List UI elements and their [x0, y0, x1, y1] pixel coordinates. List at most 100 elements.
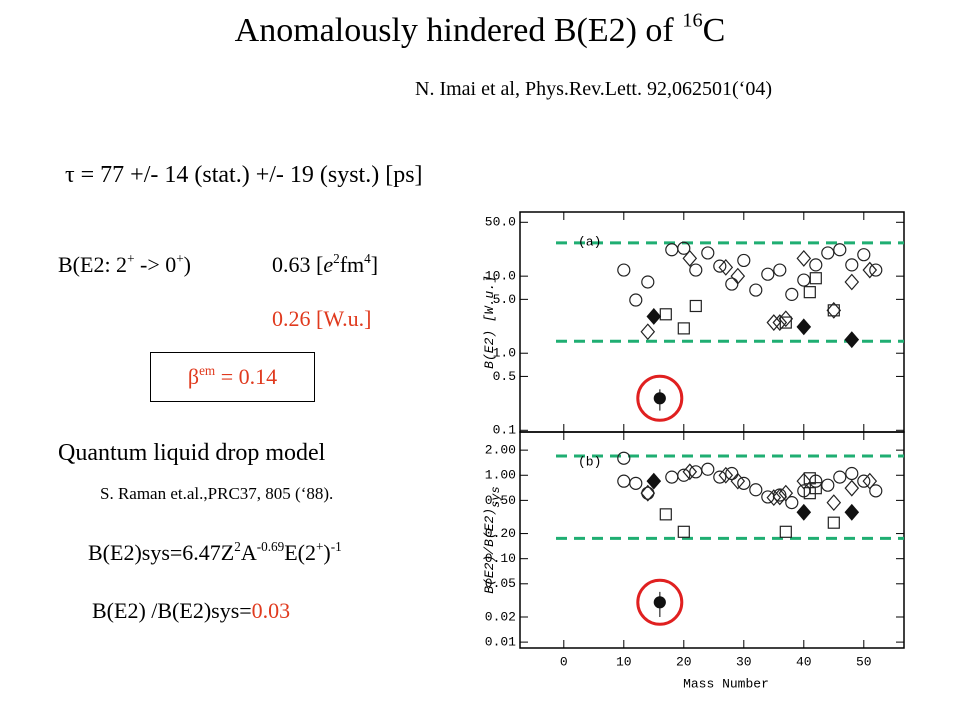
sup: +: [176, 250, 184, 266]
point: [640, 323, 656, 341]
lifetime: τ = 77 +/- 14 (stat.) +/- 19 (syst.) [ps…: [65, 162, 423, 188]
point: [730, 267, 746, 285]
point: [718, 258, 734, 276]
point: [826, 494, 842, 512]
point: [796, 318, 812, 336]
point: [701, 462, 715, 476]
y-tick-label: 0.10: [485, 551, 516, 566]
point: [797, 273, 811, 287]
title-text: C: [702, 12, 726, 49]
point: [827, 304, 840, 317]
y-label-sub: sys: [489, 486, 503, 508]
y-tick-label: 0.02: [485, 609, 516, 624]
point: [779, 525, 792, 538]
y-tick-label: 0.05: [485, 576, 516, 591]
point: [845, 258, 859, 272]
be2-wu: 0.26 [W.u.]: [272, 306, 372, 331]
point: [737, 253, 751, 268]
point: [869, 263, 883, 277]
point: [869, 484, 883, 498]
point: [646, 472, 662, 490]
y-axis-label: B(E2) [W.u.]: [482, 275, 497, 369]
point: [677, 468, 691, 482]
text: B(E2) /B(E2)sys=: [92, 598, 252, 623]
point: [772, 314, 788, 331]
text: E(2: [284, 540, 316, 565]
point: [772, 488, 788, 506]
point: [682, 463, 698, 481]
text: ): [323, 540, 331, 565]
point: [617, 451, 631, 465]
beta-box: βem = 0.14: [150, 352, 315, 402]
sup: em: [199, 362, 216, 378]
point: [629, 476, 643, 490]
slide-title: Anomalously hindered B(E2) of 16C: [0, 9, 960, 50]
model: Quantum liquid drop model: [58, 440, 326, 466]
highlight-ring: [636, 578, 684, 626]
point: [677, 241, 691, 255]
text: ]: [370, 252, 379, 277]
sup: -1: [330, 538, 342, 554]
point: [821, 478, 835, 492]
point: [641, 486, 655, 500]
point: [689, 299, 702, 313]
x-tick-label: 50: [856, 654, 872, 669]
point: [857, 474, 871, 488]
point: [796, 249, 812, 267]
y-tick-label: 0.01: [485, 635, 516, 650]
point: [845, 466, 859, 481]
y-label-text: B(E2)/B(E2): [482, 508, 497, 594]
be2-label: B(E2: 2+ -> 0+): [58, 252, 191, 278]
point: [761, 267, 775, 281]
point: [778, 310, 794, 328]
highlight-ring: [636, 374, 684, 422]
point: [718, 466, 734, 484]
panel-label: (a): [578, 234, 601, 249]
point: [646, 308, 662, 325]
x-tick-label: 10: [616, 654, 632, 669]
point: [796, 472, 812, 490]
point: [844, 479, 860, 497]
point: [766, 314, 782, 331]
point: [857, 248, 871, 262]
point: [617, 263, 631, 277]
sup: 2: [333, 250, 340, 266]
point: [844, 503, 860, 521]
reference: N. Imai et al, Phys.Rev.Lett. 92,062501(…: [415, 78, 772, 100]
point: [827, 516, 840, 529]
y-tick-label: 10.0: [485, 269, 516, 284]
text: A: [240, 540, 257, 565]
y-tick-label: 0.20: [485, 526, 516, 541]
point: [682, 249, 698, 267]
point: [785, 287, 799, 301]
sup: 2: [234, 538, 241, 554]
point: [749, 483, 763, 497]
sup: +: [315, 538, 324, 554]
point: [725, 277, 739, 291]
title-sup: 16: [682, 9, 703, 32]
point: [796, 503, 812, 521]
point: [659, 308, 672, 321]
text: = 0.14: [215, 364, 278, 389]
point: [701, 246, 715, 260]
point: [629, 293, 643, 307]
point: [803, 286, 816, 299]
point: [653, 596, 666, 609]
point: [713, 259, 727, 273]
point: [773, 263, 787, 277]
x-tick-label: 30: [736, 654, 752, 669]
text: B(E2)sys=6.47Z: [88, 540, 235, 565]
formula: B(E2)sys=6.47Z2A-0.69E(2+)-1: [88, 540, 342, 566]
sup: 4: [364, 250, 371, 266]
y-tick-label: 1.00: [485, 468, 516, 483]
text: 0.03: [251, 598, 291, 623]
y-label-text: B(E2) [W.u.]: [482, 275, 497, 369]
point: [677, 322, 690, 335]
be2-value: 0.63 [e2fm4]: [272, 252, 378, 278]
point: [809, 258, 823, 272]
point: [862, 261, 878, 279]
y-tick-label: 0.5: [493, 369, 516, 384]
point: [826, 301, 842, 319]
